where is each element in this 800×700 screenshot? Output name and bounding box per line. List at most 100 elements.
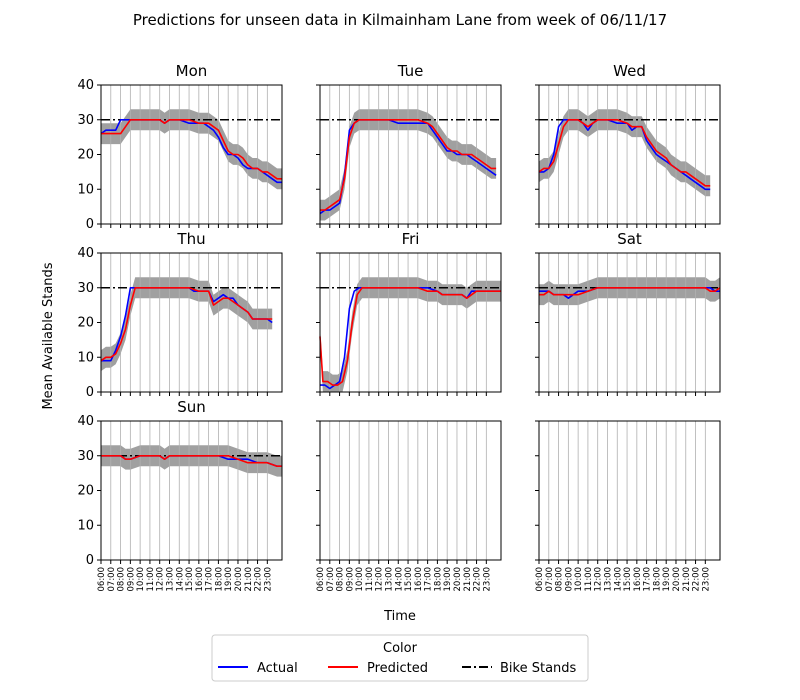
axes-frame: [538, 420, 721, 561]
predicted-series-line: [101, 119, 282, 180]
y-tick-label: 10: [77, 350, 94, 365]
x-tick-label: 21:00: [463, 567, 473, 592]
panel-tue: Tue: [316, 62, 502, 228]
panel-thu: 0 10 20 30 40 Thu: [77, 230, 283, 400]
panel-sat: Sat: [535, 230, 721, 396]
actual-series-line: [539, 119, 711, 191]
x-tick-label: 06:00: [535, 567, 545, 592]
panel-empty-8: 06:00 07:00 08:00 09:00 10:00 11:00 12:00 13:00…: [535, 420, 721, 592]
x-tick-label: 12:00: [375, 567, 385, 592]
legend-label-predicted: Predicted: [367, 661, 428, 676]
x-tick-label: 16:00: [633, 567, 643, 592]
panel-title: Wed: [613, 62, 646, 80]
x-tick-label: 11:00: [365, 567, 375, 592]
predicted-series-line: [101, 454, 282, 468]
y-tick-label: 30: [77, 281, 94, 296]
legend-frame: [211, 634, 589, 682]
panel-title: Tue: [397, 62, 424, 80]
prediction-band: [320, 109, 497, 221]
prediction-band: [539, 277, 720, 306]
predicted-series-line: [320, 119, 497, 211]
panel-empty-7: 06:00 07:00 08:00 09:00 10:00 11:00 12:00 13:00…: [316, 420, 502, 592]
prediction-band: [539, 109, 711, 197]
x-tick-label: 19:00: [443, 567, 453, 592]
x-tick-label: 12:00: [156, 567, 166, 592]
x-tick-label: 07:00: [545, 567, 555, 592]
x-tick-label: 13:00: [603, 567, 613, 592]
x-tick-label: 09:00: [345, 567, 355, 592]
prediction-band: [101, 277, 273, 372]
y-tick-label: 0: [86, 217, 94, 232]
axes-frame: [538, 84, 721, 225]
x-tick-label: 22:00: [254, 567, 264, 592]
predicted-series-line: [319, 286, 501, 386]
x-tick-label: 06:00: [97, 567, 107, 592]
x-tick-label: 14:00: [613, 567, 623, 592]
x-tick-label: 15:00: [623, 567, 633, 592]
x-tick-label: 21:00: [244, 567, 254, 592]
prediction-band: [101, 445, 282, 477]
x-axis-label: Time: [383, 609, 416, 624]
panel-title: Fri: [402, 230, 420, 248]
x-tick-label: 23:00: [701, 567, 711, 592]
axes-frame: [319, 420, 502, 561]
x-tick-label: 06:00: [316, 567, 326, 592]
y-tick-label: 20: [77, 316, 94, 331]
panel-wed: Wed: [535, 62, 721, 228]
y-tick-label: 40: [77, 78, 94, 93]
y-tick-label: 0: [86, 385, 94, 400]
x-tick-label: 11:00: [584, 567, 594, 592]
predicted-series-line: [538, 119, 711, 187]
y-tick-label: 20: [77, 484, 94, 499]
legend-label-bike-stands: Bike Stands: [500, 661, 577, 676]
y-axis-label: Mean Available Stands: [41, 262, 56, 409]
axes-frame: [538, 252, 721, 393]
x-tick-label: 23:00: [482, 567, 492, 592]
axes-frame: [100, 84, 283, 225]
x-tick-label: 18:00: [433, 567, 443, 592]
x-tick-label: 20:00: [234, 567, 244, 592]
x-tick-label: 11:00: [146, 567, 156, 592]
x-tick-label: 12:00: [594, 567, 604, 592]
prediction-band: [101, 109, 282, 190]
x-tick-label: 17:00: [643, 567, 653, 592]
x-tick-label: 22:00: [692, 567, 702, 592]
x-tick-label: 09:00: [126, 567, 136, 592]
x-tick-label: 22:00: [473, 567, 483, 592]
x-tick-label: 20:00: [453, 567, 463, 592]
y-tick-label: 40: [77, 414, 94, 429]
x-tick-label: 13:00: [384, 567, 394, 592]
x-tick-label: 07:00: [326, 567, 336, 592]
y-tick-label: 30: [77, 113, 94, 128]
x-tick-label: 23:00: [263, 567, 273, 592]
x-tick-label: 14:00: [394, 567, 404, 592]
legend-title: Color: [383, 641, 418, 656]
y-tick-label: 30: [77, 449, 94, 464]
x-tick-label: 14:00: [175, 567, 185, 592]
panel-title: Sun: [177, 398, 206, 416]
prediction-band: [320, 277, 501, 392]
x-tick-label: 08:00: [555, 567, 565, 592]
predicted-series-line: [100, 286, 273, 362]
panel-fri: Fri: [316, 230, 502, 396]
x-tick-label: 10:00: [574, 567, 584, 592]
predicted-series-line: [539, 286, 721, 296]
y-tick-label: 40: [77, 246, 94, 261]
x-tick-label: 19:00: [662, 567, 672, 592]
x-tick-label: 16:00: [195, 567, 205, 592]
x-tick-label: 21:00: [682, 567, 692, 592]
y-tick-label: 20: [77, 148, 94, 163]
y-tick-label: 0: [86, 553, 94, 568]
legend: Color Actual Predicted Bike Stands: [211, 634, 589, 682]
panel-title: Mon: [176, 62, 208, 80]
x-tick-label: 18:00: [652, 567, 662, 592]
panel-title: Thu: [176, 230, 205, 248]
figure-title: Predictions for unseen data in Kilmainha…: [133, 11, 667, 29]
x-tick-label: 16:00: [414, 567, 424, 592]
x-tick-label: 17:00: [205, 567, 215, 592]
x-tick-label: 07:00: [107, 567, 117, 592]
panel-title: Sat: [617, 230, 642, 248]
x-tick-label: 08:00: [117, 567, 127, 592]
